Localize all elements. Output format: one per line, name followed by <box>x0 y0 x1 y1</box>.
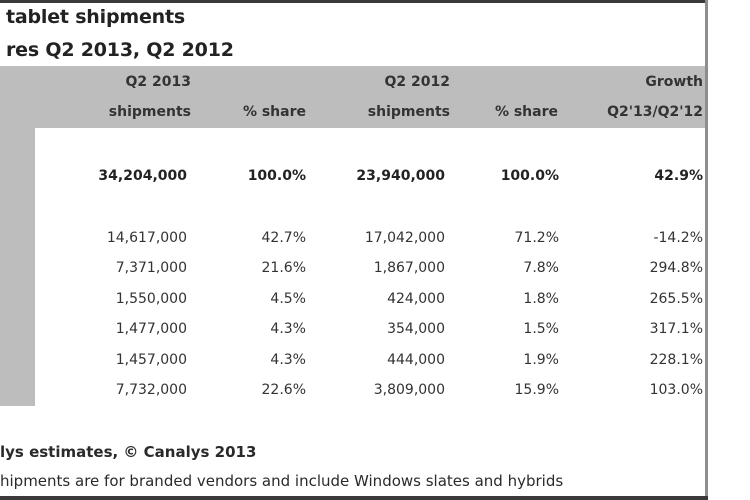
cell: 103.0% <box>649 382 703 398</box>
cell: 1,867,000 <box>373 260 445 276</box>
table-subtitle: res Q2 2013, Q2 2012 <box>6 39 234 61</box>
col-header-q2-2012-line1: Q2 2012 <box>384 74 450 90</box>
cell: 294.8% <box>649 260 703 276</box>
cell: 444,000 <box>387 352 445 368</box>
col-header-growth-line2: Q2'13/Q2'12 <box>607 104 703 120</box>
source-note: lys estimates, © Canalys 2013 <box>0 443 257 461</box>
cell: 3,809,000 <box>373 382 445 398</box>
cell: 100.0% <box>500 168 559 184</box>
cell: 424,000 <box>387 291 445 307</box>
frame-bottom-border <box>0 496 708 500</box>
col-header-q2-2013-line2: shipments <box>108 104 191 120</box>
cell: 354,000 <box>387 321 445 337</box>
col-header-growth-line1: Growth <box>645 74 703 90</box>
cell: 7,371,000 <box>115 260 187 276</box>
cell: 23,940,000 <box>356 168 445 184</box>
cell: 1.8% <box>523 291 559 307</box>
cell: 1.9% <box>523 352 559 368</box>
cell: 7.8% <box>523 260 559 276</box>
col-header-share-2012: % share <box>494 104 558 120</box>
col-header-share-2013: % share <box>242 104 306 120</box>
row-label-column <box>0 66 35 406</box>
cell: 42.9% <box>654 168 703 184</box>
cell: 265.5% <box>649 291 703 307</box>
footnote: hipments are for branded vendors and inc… <box>0 472 564 490</box>
cell: 22.6% <box>261 382 306 398</box>
cell: 4.3% <box>270 321 306 337</box>
cell: -14.2% <box>653 230 703 246</box>
cell: 21.6% <box>261 260 306 276</box>
table-title: tablet shipments <box>6 6 185 28</box>
cell: 4.5% <box>270 291 306 307</box>
cell: 7,732,000 <box>115 382 187 398</box>
cell: 71.2% <box>514 230 559 246</box>
cell: 34,204,000 <box>98 168 187 184</box>
frame-right-border <box>705 0 708 500</box>
col-header-q2-2013-line1: Q2 2013 <box>125 74 191 90</box>
cell: 1,550,000 <box>115 291 187 307</box>
cell: 15.9% <box>514 382 559 398</box>
cell: 228.1% <box>649 352 703 368</box>
cell: 14,617,000 <box>106 230 187 246</box>
cell: 317.1% <box>649 321 703 337</box>
cell: 1,477,000 <box>115 321 187 337</box>
header-band <box>0 66 705 128</box>
cell: 42.7% <box>261 230 306 246</box>
cell: 100.0% <box>247 168 306 184</box>
col-header-q2-2012-line2: shipments <box>367 104 450 120</box>
cell: 4.3% <box>270 352 306 368</box>
cell: 1.5% <box>523 321 559 337</box>
frame-top-border <box>0 0 708 3</box>
cell: 1,457,000 <box>115 352 187 368</box>
cell: 17,042,000 <box>364 230 445 246</box>
